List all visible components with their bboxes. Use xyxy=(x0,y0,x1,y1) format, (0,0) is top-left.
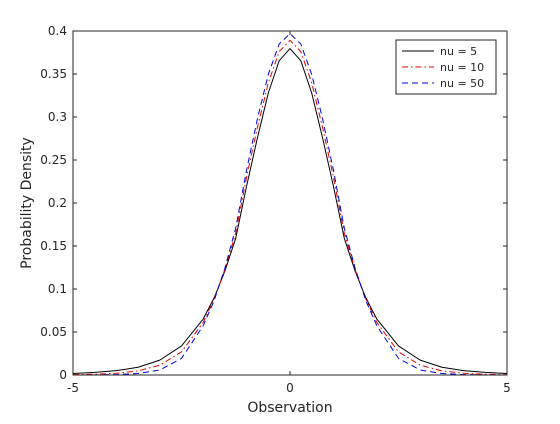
legend: nu = 5 nu = 10 nu = 50 xyxy=(395,39,497,95)
y-tick-label: 0.35 xyxy=(40,67,67,81)
y-tick-label: 0.25 xyxy=(40,153,67,167)
x-tick-label: 0 xyxy=(286,381,294,395)
series-line-3 xyxy=(72,33,508,376)
x-axis-label: Observation xyxy=(247,400,332,416)
x-tick-label: 5 xyxy=(503,381,511,395)
x-tick-label: -5 xyxy=(67,381,79,395)
y-tick-label: 0.2 xyxy=(48,196,67,210)
y-axis-label: Probability Density xyxy=(19,137,35,269)
y-tick-label: 0.05 xyxy=(40,325,67,339)
y-tick-label: 0.1 xyxy=(48,282,67,296)
series-line-1 xyxy=(72,48,508,374)
series-layer xyxy=(72,33,508,376)
y-tick-label: 0.4 xyxy=(48,24,67,38)
y-tick-label: 0.15 xyxy=(40,239,67,253)
y-axis: 0 0.05 0.1 0.15 0.2 0.25 0.3 0.35 0.4 xyxy=(40,24,507,382)
y-tick-label: 0.3 xyxy=(48,110,67,124)
legend-label: nu = 50 xyxy=(440,77,484,90)
series-line-2 xyxy=(72,39,508,376)
x-axis: -5 0 5 xyxy=(67,31,511,395)
legend-box xyxy=(395,39,497,95)
legend-label: nu = 10 xyxy=(440,61,484,74)
legend-label: nu = 5 xyxy=(440,45,477,58)
y-tick-label: 0 xyxy=(59,368,67,382)
